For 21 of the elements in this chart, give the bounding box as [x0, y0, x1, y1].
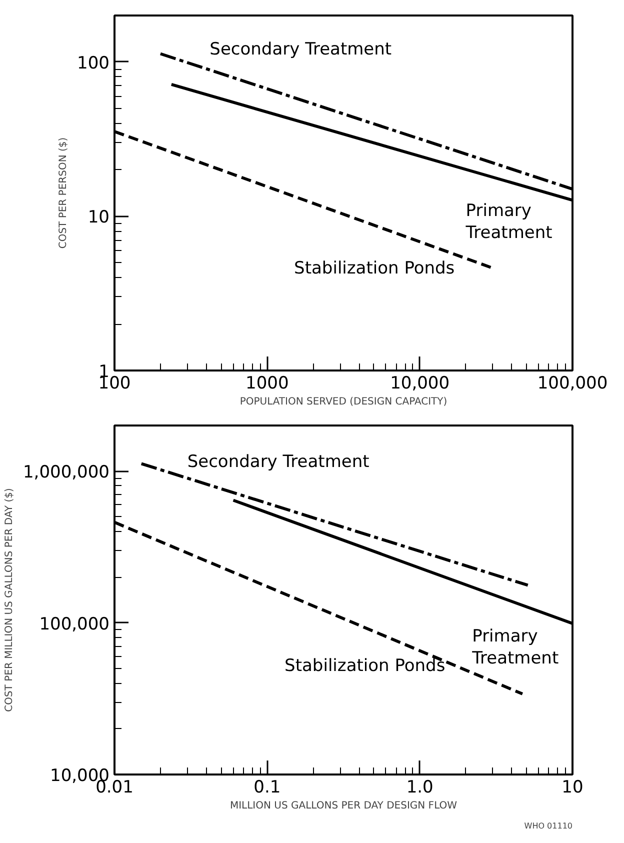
x-tick-label: 1.0 — [406, 778, 434, 798]
x-tick-label: 1000 — [246, 374, 289, 394]
series-label: Secondary Treatment — [210, 40, 392, 60]
x-tick-label: 10,000 — [390, 374, 450, 394]
y-tick-label: 100,000 — [39, 614, 110, 634]
x-axis-title: MILLION US GALLONS PER DAY DESIGN FLOW — [230, 800, 458, 812]
series-label: Stabilization Ponds — [294, 258, 455, 278]
x-tick-label: 0.1 — [254, 778, 281, 798]
series-label: Secondary Treatment — [187, 452, 370, 472]
y-axis-title: COST PER MILLION US GALLONS PER DAY ($) — [4, 488, 15, 712]
text: WHO 01110 — [524, 822, 573, 830]
series-label: Primary Treatment — [471, 626, 559, 668]
x-tick-label: 100,000 — [537, 374, 608, 394]
y-tick-label: 1,000,000 — [22, 462, 110, 483]
x-tick-label: 10 — [562, 778, 584, 798]
y-tick-label: 100 — [77, 53, 110, 74]
y-axis-title: COST PER PERSON ($) — [58, 137, 70, 249]
x-axis-title: POPULATION SERVED (DESIGN CAPACITY) — [240, 396, 448, 408]
series-label: Stabilization Ponds — [284, 656, 446, 676]
series-label: Primary Treatment — [464, 200, 553, 243]
y-tick-label: 10 — [88, 208, 110, 228]
